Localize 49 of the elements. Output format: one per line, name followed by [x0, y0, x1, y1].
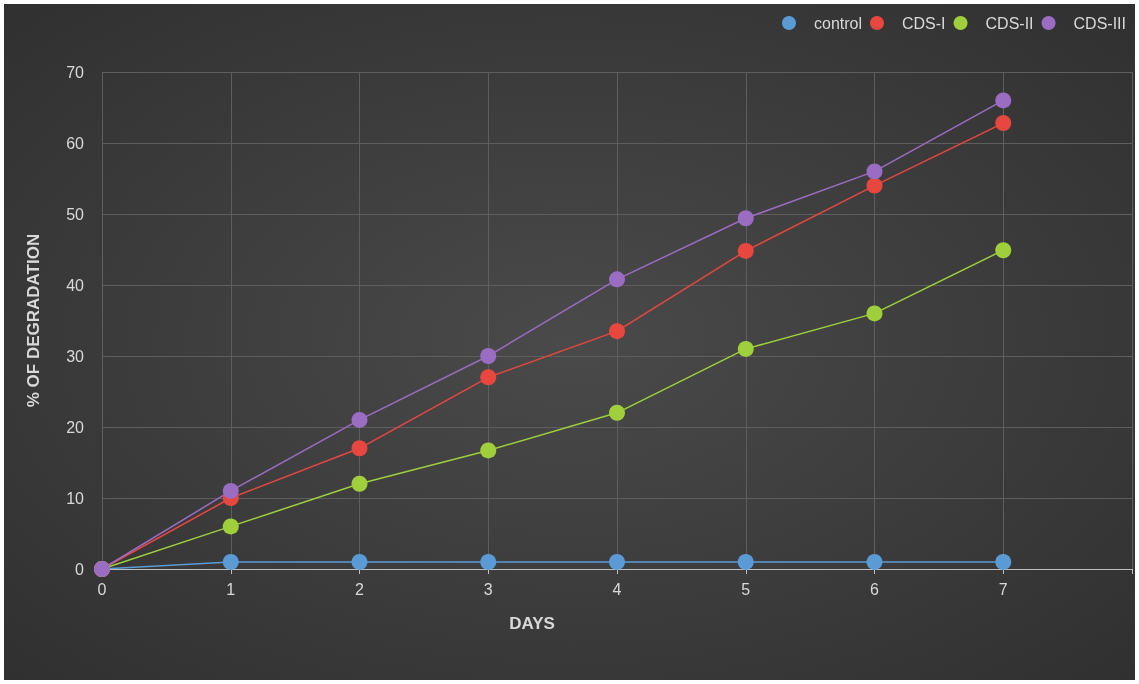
y-axis-title: % OF DEGRADATION — [24, 233, 43, 408]
point — [737, 210, 754, 227]
y-tick-label: 70 — [66, 63, 85, 81]
x-tick-label: 0 — [97, 580, 107, 598]
legend-label: control — [813, 14, 863, 32]
y-tick-label: 40 — [66, 276, 85, 294]
point — [995, 242, 1012, 259]
point — [480, 348, 497, 364]
y-tick-label: 10 — [66, 489, 85, 507]
legend-label: CDS-III — [1073, 14, 1127, 32]
point — [866, 177, 883, 194]
point — [737, 553, 754, 570]
y-tick-label: 20 — [66, 418, 85, 436]
point — [995, 92, 1012, 109]
x-tick-label: 7 — [998, 580, 1008, 598]
point — [995, 115, 1012, 132]
x-tick-label: 2 — [355, 580, 365, 598]
x-tick-label: 3 — [483, 580, 493, 598]
point — [866, 163, 883, 180]
point — [351, 475, 368, 492]
x-axis-title: DAYS — [509, 614, 555, 633]
x-tick-label: 1 — [226, 580, 236, 598]
point — [480, 369, 497, 386]
point — [222, 518, 239, 535]
y-tick-label: 30 — [66, 347, 85, 365]
point — [609, 271, 625, 288]
point — [737, 340, 754, 357]
point — [737, 242, 754, 259]
x-tick-label: 4 — [612, 580, 622, 598]
point — [351, 553, 368, 570]
x-tick-label: 6 — [870, 580, 880, 598]
legend-label: CDS-II — [985, 14, 1034, 32]
point — [222, 553, 239, 570]
point — [609, 553, 625, 570]
point — [480, 553, 497, 570]
x-tick-label: 5 — [741, 580, 751, 598]
point — [995, 553, 1012, 570]
y-tick-label: 60 — [66, 134, 85, 152]
point — [222, 482, 239, 499]
point — [480, 442, 497, 459]
point — [609, 323, 625, 340]
point — [866, 553, 883, 570]
point — [351, 440, 368, 457]
point — [866, 305, 883, 322]
legend-label: CDS-I — [902, 14, 946, 32]
y-tick-label: 0 — [75, 560, 85, 578]
point — [609, 404, 625, 421]
y-tick-label: 50 — [66, 205, 85, 223]
point — [351, 411, 368, 428]
